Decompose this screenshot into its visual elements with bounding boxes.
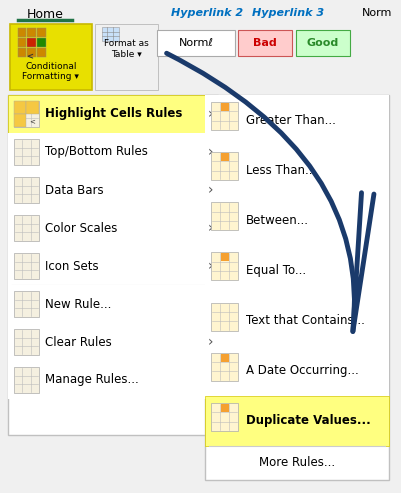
Text: Manage Rules...: Manage Rules... [45,374,139,387]
Bar [14,215,39,241]
Bar [101,27,119,41]
Text: Top/Bottom Rules: Top/Bottom Rules [45,145,148,159]
Text: Home: Home [26,8,63,21]
Text: Clear Rules: Clear Rules [45,336,112,349]
Text: Hyperlink 2: Hyperlink 2 [171,8,243,18]
Text: ›: › [207,183,213,197]
Bar [238,30,292,56]
Bar [221,153,229,161]
Bar [95,24,158,90]
Text: Text that Contains...: Text that Contains... [246,314,365,327]
Text: Normℓ: Normℓ [179,38,214,48]
Bar [14,101,39,127]
Text: New Rule...: New Rule... [45,297,111,311]
Text: <: < [26,52,33,62]
Text: Icon Sets: Icon Sets [45,259,99,273]
Bar [14,291,39,317]
Bar [14,177,39,203]
Bar [8,95,218,435]
Bar [8,361,218,399]
Bar [221,103,229,111]
Text: ›: › [207,259,213,273]
Bar [37,38,46,47]
Bar [14,101,26,114]
Bar [14,139,39,165]
Text: Data Bars: Data Bars [45,183,103,197]
Bar [18,28,26,37]
Bar [8,95,218,133]
Text: Good: Good [306,38,338,48]
Bar [18,48,26,57]
Text: Format as
Table ▾: Format as Table ▾ [103,39,148,59]
Bar [205,246,389,296]
Bar [221,353,229,362]
Text: <: < [29,118,35,124]
Bar [221,253,229,261]
Bar [18,38,26,47]
Bar [14,329,39,355]
Bar [205,95,389,145]
Text: Conditional
Formatting ▾: Conditional Formatting ▾ [22,62,79,81]
Bar [10,24,92,90]
Text: ›: › [207,145,213,159]
Text: ›: › [207,107,213,121]
Bar [221,404,229,412]
Text: Highlight Cells Rules: Highlight Cells Rules [45,107,182,120]
Bar [14,114,26,127]
Text: Duplicate Values...: Duplicate Values... [246,415,371,427]
Text: ›: › [207,221,213,235]
Bar [296,30,350,56]
Text: Hyperlink 3: Hyperlink 3 [252,8,324,18]
Bar [8,285,218,323]
Bar [27,48,36,57]
Bar [37,28,46,37]
Bar [205,296,389,346]
Bar [211,303,238,331]
Text: Color Scales: Color Scales [45,221,117,235]
Text: Between...: Between... [246,214,309,227]
Text: Less Than...: Less Than... [246,164,316,176]
Text: ›: › [207,335,213,349]
Bar [27,38,36,47]
Bar [8,209,218,247]
Bar [205,346,389,396]
Bar [8,171,218,209]
Bar [27,28,36,37]
Bar [205,95,389,480]
Text: Bad: Bad [253,38,277,48]
Text: Equal To...: Equal To... [246,264,306,277]
Bar [37,48,46,57]
Bar [14,367,39,393]
Bar [211,102,238,130]
Bar [14,253,39,279]
Bar [8,247,218,285]
Bar [211,152,238,180]
Text: Norm: Norm [361,8,392,18]
Bar [0,0,392,95]
Text: A Date Occurring...: A Date Occurring... [246,364,359,377]
Bar [211,403,238,431]
Bar [205,195,389,246]
Text: More Rules...: More Rules... [259,457,335,469]
Bar [26,101,39,114]
Bar [205,145,389,195]
Bar [8,133,218,171]
Bar [211,352,238,381]
Bar [211,202,238,230]
Bar [205,396,389,446]
Bar [8,323,218,361]
Text: Greater Than...: Greater Than... [246,113,336,127]
Bar [211,252,238,281]
Bar [157,30,235,56]
